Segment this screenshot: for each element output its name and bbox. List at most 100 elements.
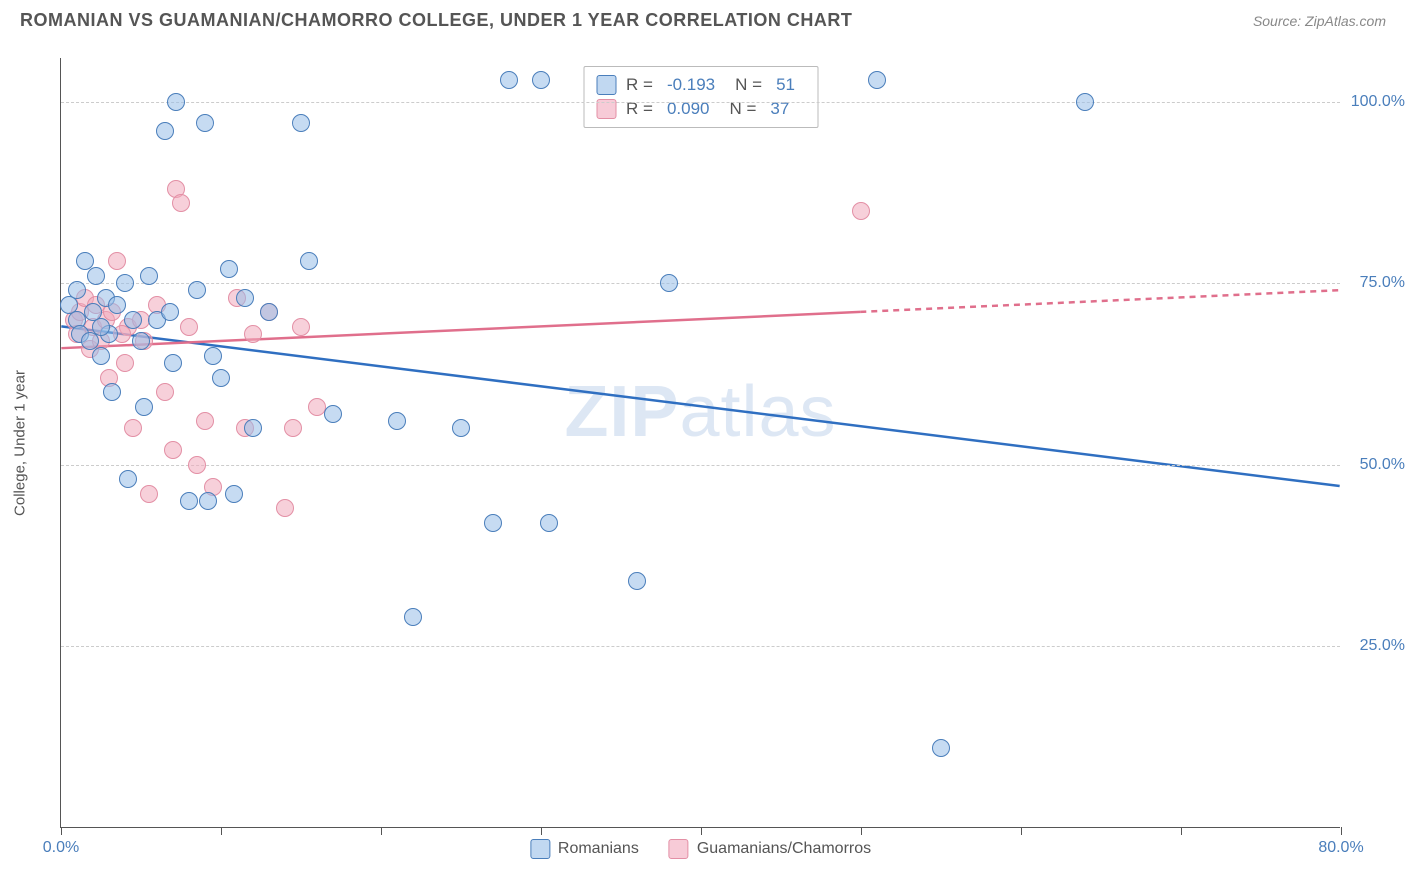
xtick xyxy=(1021,827,1022,835)
scatter-point-romanians xyxy=(103,383,121,401)
scatter-point-romanians xyxy=(124,311,142,329)
swatch-guamanians-bottom xyxy=(669,839,689,859)
scatter-point-romanians xyxy=(167,93,185,111)
ytick-label: 100.0% xyxy=(1351,93,1405,111)
xtick xyxy=(701,827,702,835)
scatter-point-guamanians xyxy=(116,354,134,372)
legend-item-guamanians: Guamanians/Chamorros xyxy=(669,839,871,859)
scatter-point-romanians xyxy=(92,347,110,365)
legend-series: Romanians Guamanians/Chamorros xyxy=(530,839,871,859)
scatter-point-romanians xyxy=(204,347,222,365)
xtick xyxy=(541,827,542,835)
scatter-point-romanians xyxy=(236,289,254,307)
scatter-point-romanians xyxy=(292,114,310,132)
scatter-point-romanians xyxy=(87,267,105,285)
legend-item-romanians: Romanians xyxy=(530,839,639,859)
scatter-point-romanians xyxy=(300,252,318,270)
scatter-point-romanians xyxy=(484,514,502,532)
scatter-point-romanians xyxy=(220,260,238,278)
watermark-light: atlas xyxy=(679,372,836,452)
scatter-point-guamanians xyxy=(852,202,870,220)
gridline xyxy=(61,102,1340,103)
legend-label-romanians: Romanians xyxy=(558,840,639,858)
scatter-point-romanians xyxy=(1076,93,1094,111)
trend-line xyxy=(61,326,1339,486)
scatter-point-romanians xyxy=(199,492,217,510)
scatter-point-romanians xyxy=(196,114,214,132)
scatter-point-romanians xyxy=(188,281,206,299)
xtick-label: 80.0% xyxy=(1318,839,1363,857)
scatter-point-romanians xyxy=(540,514,558,532)
scatter-point-romanians xyxy=(92,318,110,336)
swatch-romanians xyxy=(596,75,616,95)
legend-r-label: R = xyxy=(626,75,653,95)
trend-lines xyxy=(61,58,1340,827)
scatter-point-romanians xyxy=(140,267,158,285)
scatter-point-guamanians xyxy=(188,456,206,474)
watermark: ZIPatlas xyxy=(564,371,836,453)
scatter-point-guamanians xyxy=(284,419,302,437)
xtick xyxy=(1341,827,1342,835)
scatter-point-romanians xyxy=(68,281,86,299)
scatter-point-romanians xyxy=(500,71,518,89)
header: ROMANIAN VS GUAMANIAN/CHAMORRO COLLEGE, … xyxy=(0,0,1406,39)
y-axis-label: College, Under 1 year xyxy=(12,370,29,516)
scatter-point-guamanians xyxy=(164,441,182,459)
scatter-point-guamanians xyxy=(276,499,294,517)
gridline xyxy=(61,646,1340,647)
scatter-point-guamanians xyxy=(108,252,126,270)
scatter-point-romanians xyxy=(324,405,342,423)
scatter-point-guamanians xyxy=(140,485,158,503)
scatter-point-romanians xyxy=(161,303,179,321)
ytick-label: 75.0% xyxy=(1360,274,1405,292)
scatter-point-romanians xyxy=(119,470,137,488)
plot-area: ZIPatlas R = -0.193 N = 51 R = 0.090 N =… xyxy=(60,58,1340,828)
legend-n-romanians: 51 xyxy=(776,75,795,95)
scatter-point-romanians xyxy=(404,608,422,626)
chart-title: ROMANIAN VS GUAMANIAN/CHAMORRO COLLEGE, … xyxy=(20,10,852,31)
ytick-label: 25.0% xyxy=(1360,637,1405,655)
xtick xyxy=(381,827,382,835)
legend-n-label: N = xyxy=(735,75,762,95)
xtick xyxy=(221,827,222,835)
source-label: Source: ZipAtlas.com xyxy=(1253,13,1386,29)
scatter-point-romanians xyxy=(244,419,262,437)
scatter-point-romanians xyxy=(260,303,278,321)
legend-r-romanians: -0.193 xyxy=(667,75,715,95)
scatter-point-romanians xyxy=(156,122,174,140)
scatter-point-romanians xyxy=(660,274,678,292)
scatter-point-guamanians xyxy=(180,318,198,336)
xtick xyxy=(61,827,62,835)
scatter-point-guamanians xyxy=(196,412,214,430)
scatter-point-romanians xyxy=(180,492,198,510)
trend-line xyxy=(860,290,1339,312)
legend-label-guamanians: Guamanians/Chamorros xyxy=(697,840,871,858)
scatter-point-guamanians xyxy=(244,325,262,343)
scatter-point-romanians xyxy=(532,71,550,89)
scatter-point-guamanians xyxy=(156,383,174,401)
scatter-point-romanians xyxy=(932,739,950,757)
scatter-point-romanians xyxy=(135,398,153,416)
watermark-bold: ZIP xyxy=(564,372,679,452)
gridline xyxy=(61,283,1340,284)
scatter-point-romanians xyxy=(388,412,406,430)
legend-row-romanians: R = -0.193 N = 51 xyxy=(596,73,805,97)
scatter-point-romanians xyxy=(452,419,470,437)
legend-correlation: R = -0.193 N = 51 R = 0.090 N = 37 xyxy=(583,66,818,128)
scatter-point-romanians xyxy=(212,369,230,387)
xtick-label: 0.0% xyxy=(43,839,79,857)
scatter-point-romanians xyxy=(116,274,134,292)
scatter-point-guamanians xyxy=(172,194,190,212)
ytick-label: 50.0% xyxy=(1360,456,1405,474)
scatter-point-romanians xyxy=(868,71,886,89)
scatter-point-romanians xyxy=(628,572,646,590)
swatch-romanians-bottom xyxy=(530,839,550,859)
chart-container: College, Under 1 year ZIPatlas R = -0.19… xyxy=(50,48,1370,838)
gridline xyxy=(61,465,1340,466)
xtick xyxy=(1181,827,1182,835)
scatter-point-guamanians xyxy=(292,318,310,336)
xtick xyxy=(861,827,862,835)
scatter-point-romanians xyxy=(132,332,150,350)
scatter-point-romanians xyxy=(108,296,126,314)
scatter-point-guamanians xyxy=(124,419,142,437)
